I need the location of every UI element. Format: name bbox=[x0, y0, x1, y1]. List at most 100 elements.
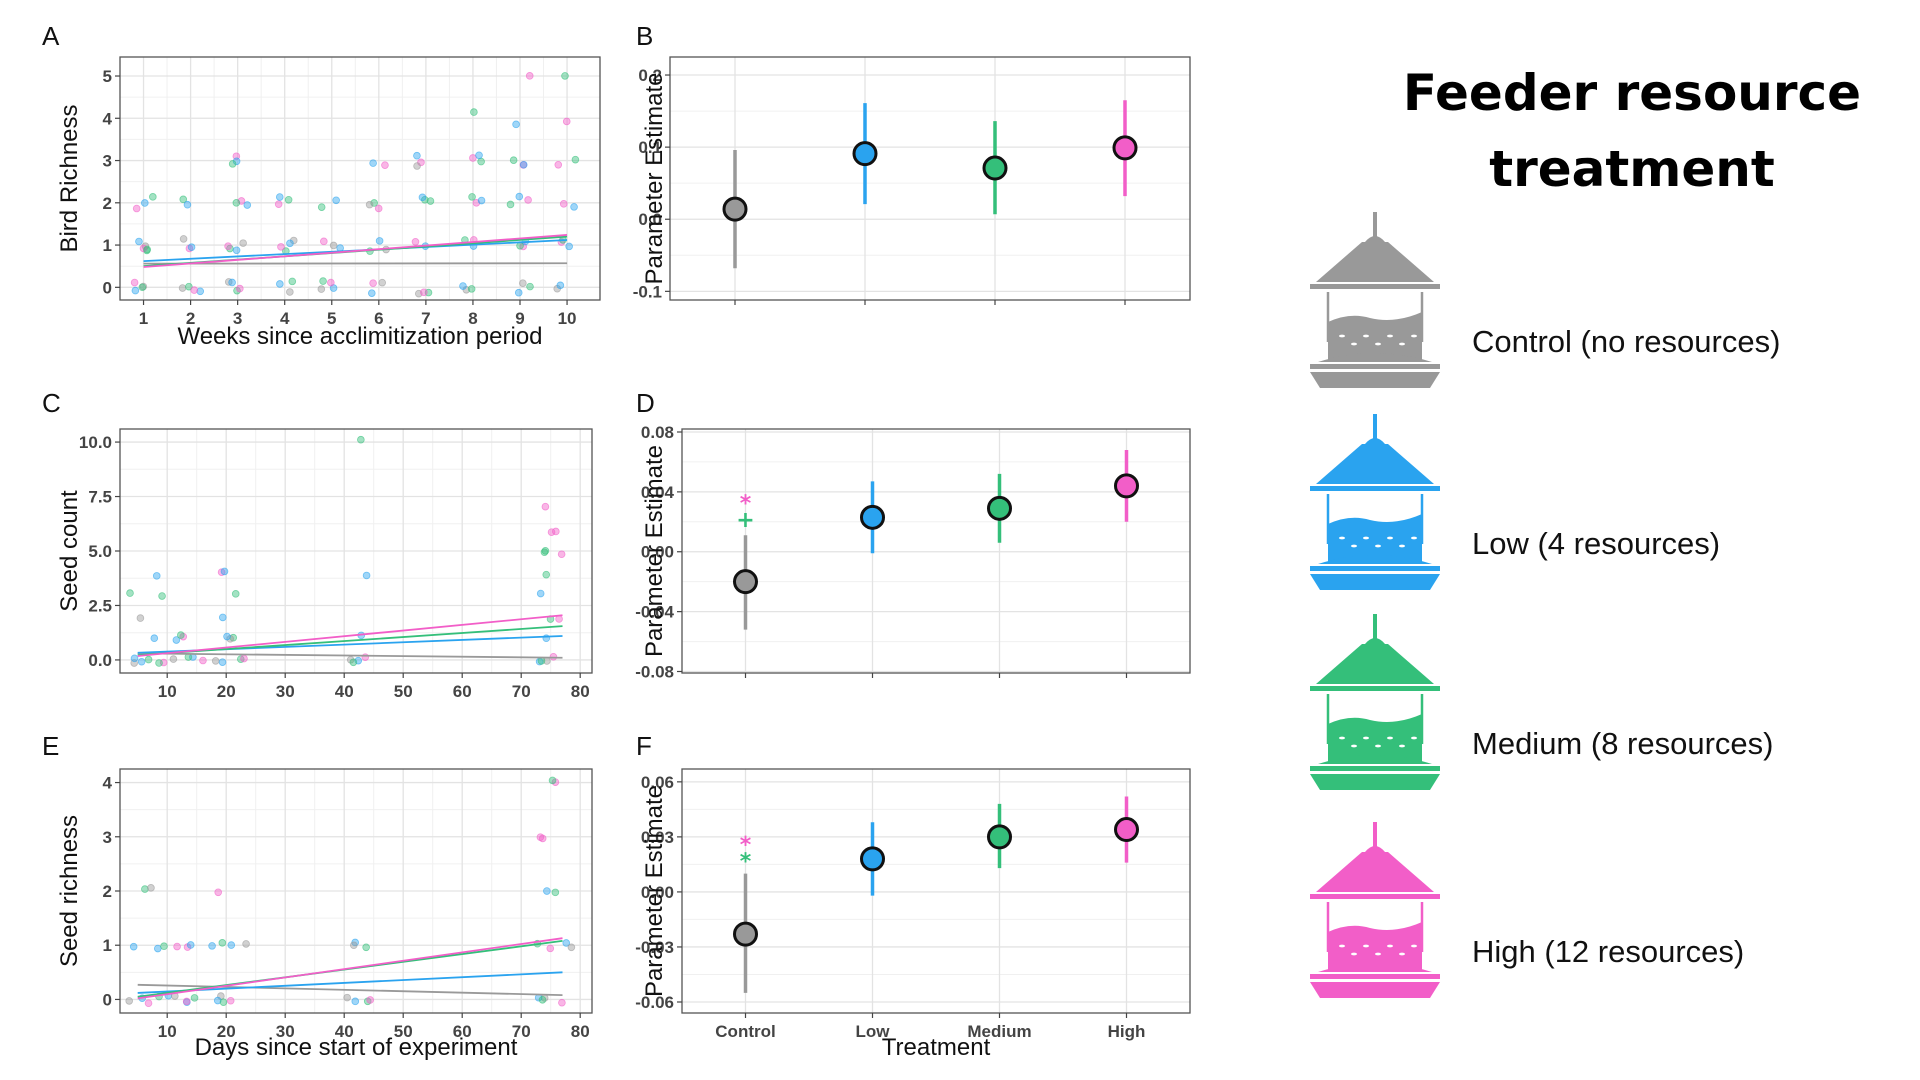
feeder-seed bbox=[1328, 312, 1422, 360]
panel-letter: B bbox=[636, 21, 653, 51]
legend-label-low: Low (4 resources) bbox=[1472, 526, 1720, 561]
data-point-low bbox=[172, 636, 181, 644]
x-tick-label: 80 bbox=[571, 682, 590, 701]
panel-d: -0.08 -0.04 0.00 0.04 0.08 Parameter Estimate… bbox=[635, 388, 1191, 682]
panel-border bbox=[681, 768, 1191, 1014]
data-point-medium bbox=[317, 203, 326, 211]
data-point-medium bbox=[160, 942, 168, 951]
data-point-control bbox=[567, 943, 576, 952]
panel-letter: C bbox=[42, 388, 61, 418]
x-axis-title: Days since start of experiment bbox=[195, 1034, 518, 1061]
data-point-control bbox=[329, 241, 338, 250]
data-point-medium bbox=[143, 245, 151, 254]
data-point-medium bbox=[362, 943, 370, 952]
plot-area bbox=[670, 57, 1190, 300]
data-point-high bbox=[541, 502, 550, 511]
data-point-high bbox=[546, 944, 555, 953]
feeder-base bbox=[1310, 372, 1440, 388]
data-point-low bbox=[276, 280, 284, 288]
y-tick-label: 10.0 bbox=[79, 433, 112, 452]
data-point-low bbox=[228, 278, 236, 287]
data-point-low bbox=[141, 199, 149, 207]
y-tick-label: 4 bbox=[103, 774, 113, 793]
data-point-high bbox=[320, 237, 328, 246]
data-point-control bbox=[349, 941, 358, 950]
data-point-medium bbox=[571, 155, 580, 164]
panel-a: 0 1 2 3 4 5 1 2 3 4 5 6 7 8 9 10 Bird Richness Weeks sinc… bbox=[42, 21, 601, 350]
seed-dot bbox=[1375, 952, 1381, 956]
seed-dot bbox=[1339, 536, 1345, 540]
data-point-low bbox=[131, 286, 140, 295]
significance-marker: * bbox=[740, 850, 752, 875]
estimate-point-low bbox=[852, 141, 878, 167]
y-tick-label: 0.03 bbox=[641, 828, 674, 847]
y-tick-label: 0.00 bbox=[641, 883, 674, 902]
x-tick-label: 10 bbox=[158, 1022, 177, 1041]
data-point-high bbox=[190, 286, 199, 294]
data-point-medium bbox=[126, 589, 134, 597]
data-point-medium bbox=[141, 885, 149, 893]
data-point-low bbox=[232, 157, 241, 166]
data-point-low bbox=[150, 634, 159, 642]
feeder-base bbox=[1310, 574, 1440, 590]
x-tick-label: 8 bbox=[468, 309, 477, 328]
data-point-medium bbox=[185, 282, 193, 291]
bird-feeder-icon bbox=[1310, 614, 1440, 790]
y-tick-label: 0 bbox=[103, 278, 112, 297]
data-point-medium bbox=[509, 156, 518, 164]
bird-feeder-icon bbox=[1310, 212, 1440, 388]
y-tick-label: 0.0 bbox=[88, 651, 112, 670]
data-point-high bbox=[182, 997, 191, 1006]
data-point-high bbox=[559, 200, 568, 208]
seed-dot bbox=[1375, 744, 1381, 748]
y-tick-label: 5.0 bbox=[88, 542, 112, 561]
feeder-roof bbox=[1316, 242, 1434, 282]
feeder-tray-rim bbox=[1310, 974, 1440, 979]
estimate-point-high bbox=[1114, 473, 1139, 499]
data-point-low bbox=[243, 201, 252, 209]
y-tick-label: 0.0 bbox=[638, 210, 662, 229]
data-point-medium bbox=[468, 193, 476, 201]
estimate-point-control bbox=[722, 196, 748, 222]
estimate-point-low bbox=[860, 504, 885, 530]
data-point-low bbox=[362, 571, 371, 580]
data-point-medium bbox=[349, 658, 358, 667]
y-tick-label: 0.00 bbox=[641, 543, 674, 562]
data-point-control bbox=[239, 239, 247, 247]
data-point-low bbox=[232, 246, 241, 255]
estimate-point-control bbox=[733, 569, 758, 595]
seed-dot bbox=[1363, 334, 1369, 338]
legend-label-medium: Medium (8 resources) bbox=[1472, 726, 1773, 761]
data-point-high bbox=[411, 238, 420, 246]
feeder-seed bbox=[1328, 514, 1422, 562]
data-point-low bbox=[129, 942, 138, 951]
legend-item-medium: Medium (8 resources) bbox=[1310, 614, 1773, 790]
x-axis-title: Treatment bbox=[882, 1034, 991, 1061]
y-tick-label: 4 bbox=[103, 109, 113, 128]
x-tick-label: 40 bbox=[335, 682, 354, 701]
seed-dot bbox=[1351, 952, 1357, 956]
data-point-high bbox=[558, 998, 566, 1007]
data-point-medium bbox=[467, 285, 476, 293]
estimate-point-medium bbox=[982, 155, 1008, 181]
feeder-tray-rim bbox=[1310, 364, 1440, 369]
x-tick-label: 70 bbox=[512, 682, 531, 701]
y-tick-label: 2 bbox=[103, 194, 112, 213]
x-tick-label: 20 bbox=[217, 1022, 236, 1041]
data-point-medium bbox=[319, 277, 327, 285]
feeder-tray-top bbox=[1318, 555, 1432, 564]
y-tick-label: -0.08 bbox=[635, 663, 674, 682]
trend-line-high bbox=[137, 614, 563, 657]
data-point-low bbox=[477, 196, 486, 205]
data-point-medium bbox=[228, 160, 237, 168]
data-point-medium bbox=[219, 998, 228, 1006]
data-point-control bbox=[289, 236, 298, 245]
data-point-control bbox=[343, 993, 351, 1002]
panel-e: 0 1 2 3 4 10 20 30 40 50 60 70 80 Seed richness Days s… bbox=[42, 731, 593, 1061]
y-axis-title: Parameter Estimate bbox=[641, 72, 668, 284]
data-point-medium bbox=[231, 590, 240, 598]
data-point-medium bbox=[190, 994, 199, 1002]
data-point-low bbox=[218, 658, 227, 666]
data-point-high bbox=[240, 654, 248, 663]
